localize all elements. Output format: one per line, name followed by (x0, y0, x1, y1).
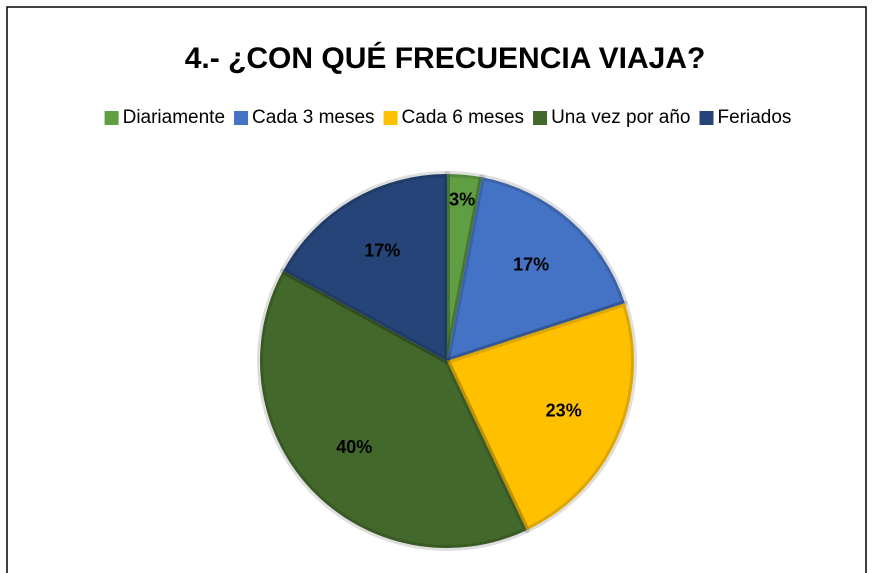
legend-swatch (383, 111, 398, 125)
legend-swatch (699, 111, 714, 125)
pie: 3% 17% 23% 40% 17% (257, 171, 637, 551)
data-label: 17% (513, 254, 549, 274)
legend-label: Diariamente (123, 107, 225, 128)
chart-title: 4.- ¿CON QUÉ FRECUENCIA VIAJA? (185, 41, 706, 75)
data-label: 40% (336, 437, 372, 457)
legend: Diariamente Cada 3 meses Cada 6 meses Una v… (104, 107, 791, 128)
legend-swatch (104, 111, 119, 125)
data-label: 3% (449, 190, 475, 210)
legend-label: Cada 3 meses (252, 107, 375, 128)
legend-label: Una vez por año (551, 107, 690, 128)
legend-swatch (533, 111, 548, 125)
legend-label: Feriados (717, 107, 791, 128)
pie-slice (280, 171, 450, 364)
data-label: 17% (364, 240, 400, 260)
pie-slice (257, 267, 530, 551)
legend-label: Cada 6 meses (402, 107, 525, 128)
pie-slice (444, 171, 486, 364)
pie-slice (444, 174, 628, 364)
legend-swatch (234, 111, 249, 125)
pie-slice (444, 300, 637, 534)
data-label: 23% (546, 400, 582, 420)
